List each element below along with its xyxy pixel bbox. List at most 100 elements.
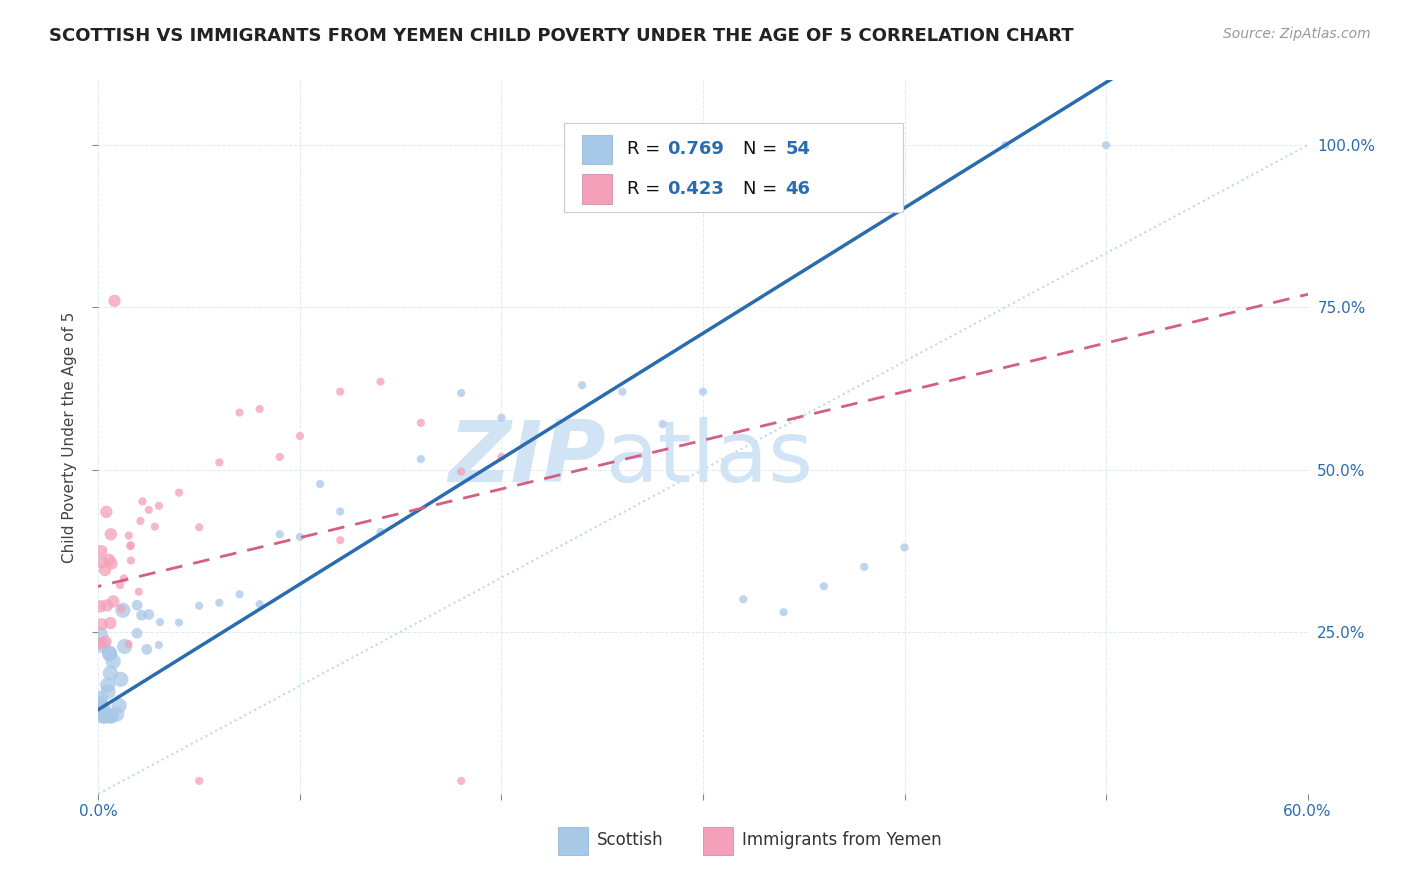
Point xyxy=(103,594,125,608)
Point xyxy=(288,429,311,443)
Point xyxy=(409,452,432,467)
Text: Source: ZipAtlas.com: Source: ZipAtlas.com xyxy=(1223,27,1371,41)
Point xyxy=(98,646,121,660)
Point xyxy=(111,603,134,617)
Point xyxy=(994,138,1017,153)
Point xyxy=(651,417,673,431)
Point xyxy=(612,384,634,399)
Point xyxy=(733,592,755,607)
Point xyxy=(120,539,142,553)
Point xyxy=(90,617,112,632)
Text: R =: R = xyxy=(627,141,666,159)
Point xyxy=(208,596,231,610)
Point xyxy=(370,375,392,389)
Point xyxy=(167,485,190,500)
Point xyxy=(249,597,271,611)
Point xyxy=(329,504,352,518)
Point xyxy=(188,773,211,788)
Point xyxy=(98,647,121,661)
FancyBboxPatch shape xyxy=(558,828,588,855)
Y-axis label: Child Poverty Under the Age of 5: Child Poverty Under the Age of 5 xyxy=(62,311,77,563)
Point xyxy=(571,378,593,392)
Point xyxy=(813,579,835,593)
Point xyxy=(91,556,114,570)
Point xyxy=(288,530,311,544)
Point xyxy=(188,520,211,534)
Text: N =: N = xyxy=(742,180,783,198)
Text: atlas: atlas xyxy=(606,417,814,500)
Point xyxy=(143,519,166,533)
Point xyxy=(228,405,250,419)
Text: N =: N = xyxy=(742,141,783,159)
Point xyxy=(129,514,152,528)
Point xyxy=(114,640,136,654)
Point xyxy=(128,584,150,599)
Text: 46: 46 xyxy=(785,180,810,198)
Point xyxy=(94,634,117,648)
Point xyxy=(309,477,332,491)
Point xyxy=(98,666,121,681)
Point xyxy=(97,678,120,692)
Point xyxy=(103,655,125,669)
Point xyxy=(108,578,131,592)
Point xyxy=(89,704,111,718)
Point xyxy=(138,503,160,517)
Point xyxy=(249,402,271,417)
Point xyxy=(120,553,142,567)
Text: R =: R = xyxy=(627,180,666,198)
Point xyxy=(120,538,142,552)
Point xyxy=(89,698,111,712)
Point xyxy=(96,599,118,613)
Point xyxy=(692,384,714,399)
Point xyxy=(100,527,122,541)
Point xyxy=(167,615,190,630)
Point xyxy=(228,587,250,601)
Point xyxy=(450,386,472,401)
Point xyxy=(110,673,132,687)
Point xyxy=(269,527,291,541)
Text: ZIP: ZIP xyxy=(449,417,606,500)
Point xyxy=(138,607,160,622)
Point xyxy=(329,533,352,548)
Point xyxy=(97,684,120,698)
Point xyxy=(118,529,141,543)
Point xyxy=(105,707,128,722)
Point xyxy=(91,639,114,653)
Point xyxy=(491,410,513,425)
Point xyxy=(100,709,122,723)
Point xyxy=(98,553,121,567)
Point xyxy=(112,571,135,585)
Point xyxy=(93,709,115,723)
Point xyxy=(269,450,291,464)
Point xyxy=(90,628,112,642)
Point xyxy=(110,601,132,615)
Point xyxy=(491,450,513,464)
Text: 0.423: 0.423 xyxy=(666,180,724,198)
Text: 0.769: 0.769 xyxy=(666,141,724,159)
FancyBboxPatch shape xyxy=(582,135,613,164)
Point xyxy=(96,505,118,519)
Point xyxy=(94,563,117,577)
Point xyxy=(94,709,117,723)
Point xyxy=(117,637,139,651)
Point xyxy=(100,615,122,630)
Point xyxy=(90,544,112,558)
FancyBboxPatch shape xyxy=(582,175,613,204)
Point xyxy=(89,691,111,706)
Point xyxy=(148,638,170,652)
Text: SCOTTISH VS IMMIGRANTS FROM YEMEN CHILD POVERTY UNDER THE AGE OF 5 CORRELATION C: SCOTTISH VS IMMIGRANTS FROM YEMEN CHILD … xyxy=(49,27,1074,45)
Point xyxy=(1095,138,1118,153)
Point xyxy=(89,636,111,650)
Text: 54: 54 xyxy=(785,141,810,159)
FancyBboxPatch shape xyxy=(703,828,734,855)
Point xyxy=(450,773,472,788)
Point xyxy=(108,698,131,713)
Point xyxy=(772,605,794,619)
Point xyxy=(409,416,432,430)
Point xyxy=(89,599,111,614)
Point xyxy=(208,455,231,469)
Text: Scottish: Scottish xyxy=(596,831,664,849)
Point xyxy=(188,599,211,613)
Point xyxy=(100,709,122,723)
Point xyxy=(100,557,122,571)
